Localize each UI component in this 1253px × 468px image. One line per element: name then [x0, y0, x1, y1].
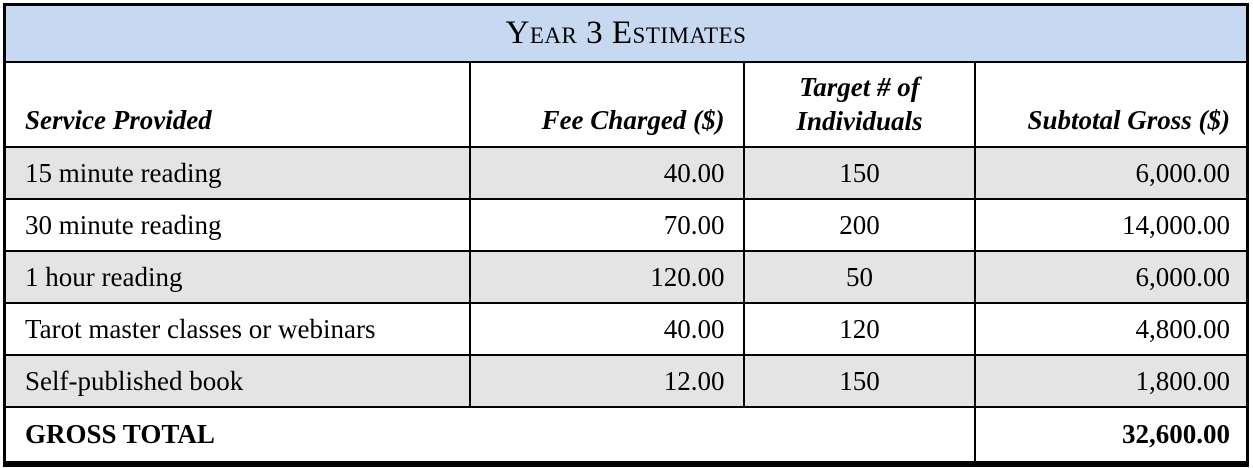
service-cell: 1 hour reading — [25, 261, 183, 292]
target-cell: 200 — [742, 200, 975, 250]
target-cell: 120 — [742, 304, 975, 354]
target-cell: 150 — [742, 356, 975, 406]
header-service-provided: Service Provided — [25, 105, 212, 135]
table-row: Tarot master classes or webinars 40.00 1… — [6, 302, 1246, 354]
subtotal-cell: 6,000.00 — [974, 148, 1246, 198]
header-subtotal-gross: Subtotal Gross ($) — [974, 63, 1246, 146]
service-cell: 15 minute reading — [25, 157, 222, 188]
table-row: 30 minute reading 70.00 200 14,000.00 — [6, 198, 1246, 250]
header-fee-charged: Fee Charged ($) — [468, 63, 743, 146]
service-cell: Self-published book — [25, 365, 244, 396]
subtotal-cell: 4,800.00 — [974, 304, 1246, 354]
gross-total-value: 32,600.00 — [974, 408, 1246, 461]
gross-total-row: GROSS TOTAL 32,600.00 — [6, 406, 1246, 461]
service-cell: 30 minute reading — [25, 209, 222, 240]
year3-estimates-table: Year 3 Estimates Service Provided Fee Ch… — [3, 3, 1249, 467]
table-header-row: Service Provided Fee Charged ($) Target … — [6, 61, 1246, 146]
header-target-line2: Individuals — [796, 105, 923, 136]
table-title: Year 3 Estimates — [505, 15, 747, 51]
target-cell: 150 — [742, 148, 975, 198]
fee-cell: 120.00 — [468, 252, 743, 302]
table-title-bar: Year 3 Estimates — [6, 6, 1246, 61]
fee-cell: 70.00 — [468, 200, 743, 250]
gross-total-label: GROSS TOTAL — [25, 419, 215, 449]
table-row: 1 hour reading 120.00 50 6,000.00 — [6, 250, 1246, 302]
service-cell: Tarot master classes or webinars — [25, 313, 376, 344]
fee-cell: 12.00 — [468, 356, 743, 406]
fee-cell: 40.00 — [468, 148, 743, 198]
subtotal-cell: 14,000.00 — [974, 200, 1246, 250]
subtotal-cell: 6,000.00 — [974, 252, 1246, 302]
target-cell: 50 — [742, 252, 975, 302]
table-row: Self-published book 12.00 150 1,800.00 — [6, 354, 1246, 406]
header-target-line1: Target # of — [799, 71, 920, 102]
table-row: 15 minute reading 40.00 150 6,000.00 — [6, 146, 1246, 198]
subtotal-cell: 1,800.00 — [974, 356, 1246, 406]
fee-cell: 40.00 — [468, 304, 743, 354]
header-target-individuals: Target # of Individuals — [742, 63, 975, 146]
